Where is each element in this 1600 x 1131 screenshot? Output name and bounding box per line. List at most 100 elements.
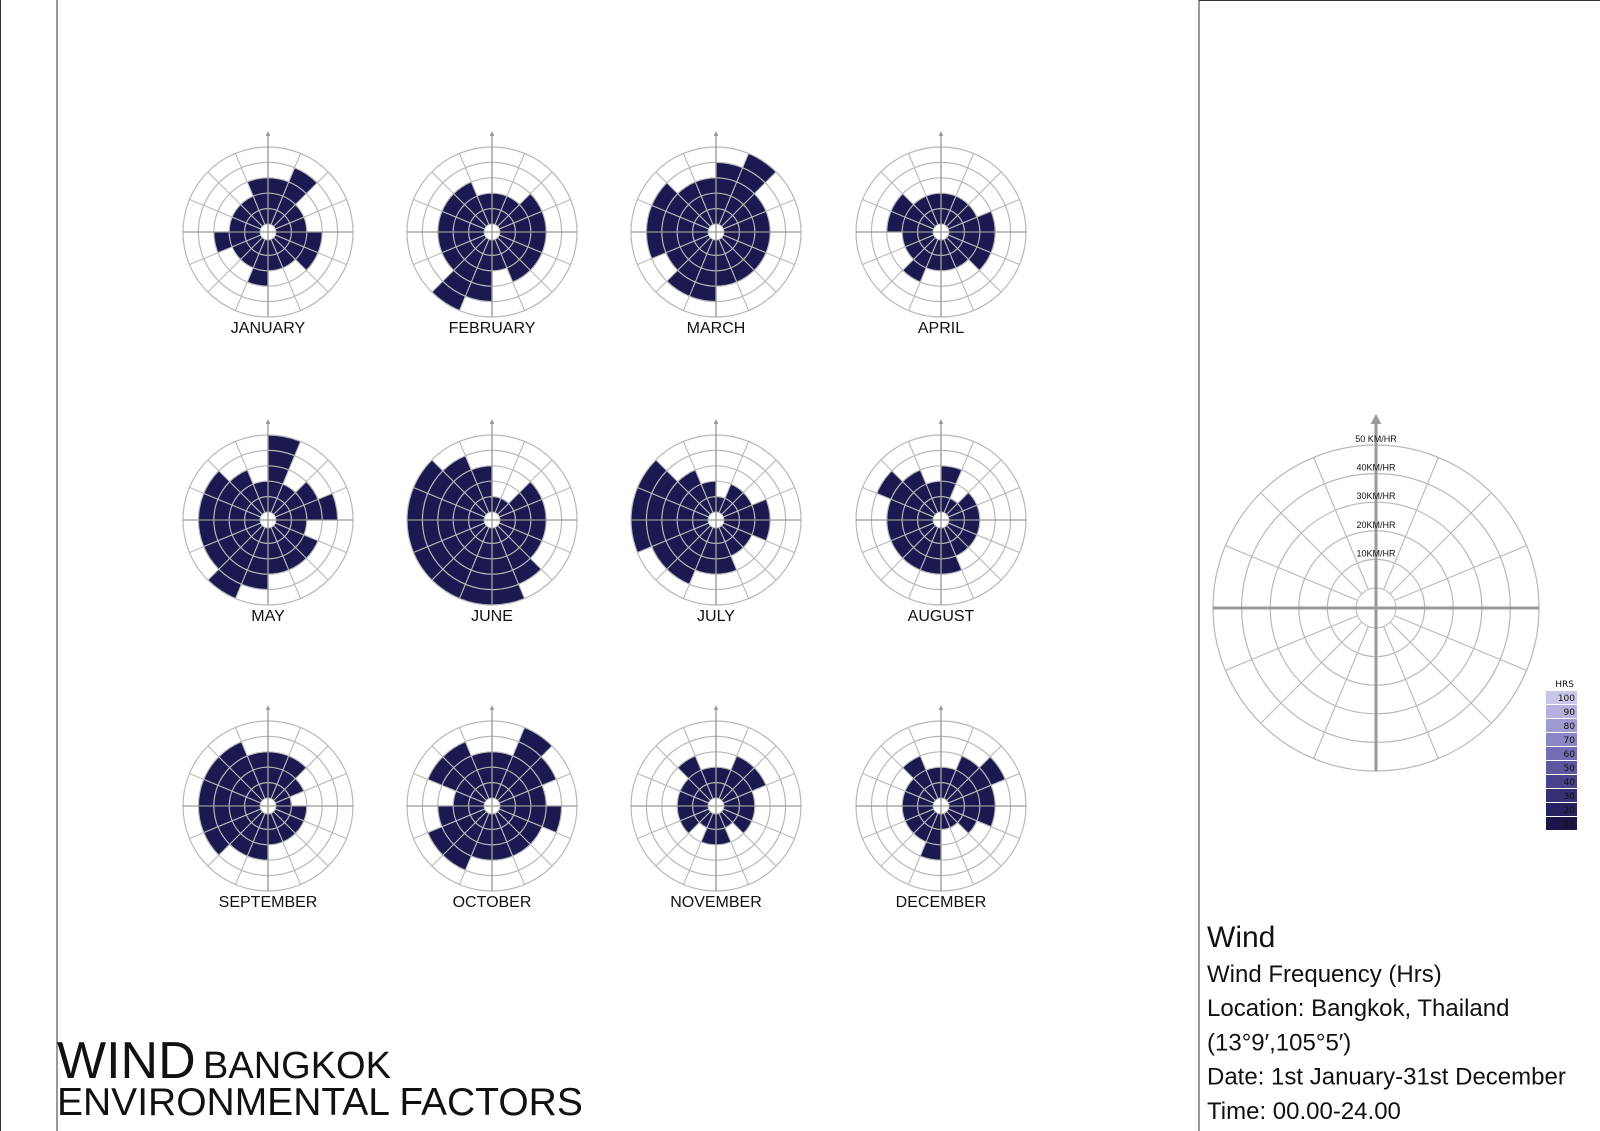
spoke [413,486,485,518]
spoke [637,486,709,518]
spoke [270,813,302,885]
spoke [637,808,709,840]
north-arrow [489,705,495,710]
spoke [880,459,936,515]
spoke [494,441,526,513]
legend-label: 10 [1564,820,1576,830]
spoke [413,198,485,230]
spoke [497,811,553,867]
spoke [413,522,485,554]
spoke [273,459,329,515]
spoke [207,525,263,581]
spoke [207,811,263,867]
spoke [721,745,777,801]
spoke [189,522,261,554]
polar-grid [855,705,1027,892]
spoke [207,171,263,227]
spoke [497,237,553,293]
poster-subtitle: ENVIRONMENTAL FACTORS [57,1081,583,1124]
legend-label: 40 [1564,778,1576,788]
legend-swatch [1546,705,1577,718]
spoke [270,153,302,225]
spoke [494,153,526,225]
spoke [718,527,750,599]
spoke [189,486,261,518]
spoke [270,441,302,513]
spoke [948,772,1020,804]
spoke [413,772,485,804]
spoke [655,237,711,293]
north-arrow [489,419,495,424]
spoke [1313,457,1369,590]
info-line: Wind Frequency (Hrs) [1207,961,1442,988]
spoke [1389,492,1492,595]
spoke [494,527,526,599]
north-arrow [265,131,271,136]
spoke [948,522,1020,554]
info-line: Time: 00.00-24.00 [1207,1098,1401,1125]
north-arrow [938,131,944,136]
spoke [880,811,936,867]
north-arrow [489,131,495,136]
spoke [682,153,714,225]
spoke [723,486,795,518]
legend-swatch [1546,761,1577,774]
legend-label: 90 [1564,708,1576,718]
info-line: Location: Bangkok, Thailand [1207,995,1509,1022]
spoke [499,486,571,518]
spoke [234,153,266,225]
spoke [718,239,750,311]
spoke [431,171,487,227]
spoke [189,234,261,266]
legend-title: HRS [1555,680,1574,690]
spoke [1394,545,1527,601]
spoke [431,525,487,581]
legend-swatch [1546,691,1577,704]
spoke [948,808,1020,840]
legend-label: 20 [1564,806,1576,816]
spoke [655,811,711,867]
month-label: AUGUST [908,608,975,625]
spoke [943,527,975,599]
spoke [862,486,934,518]
spoke [234,239,266,311]
polar-grid [406,419,578,606]
north-arrow [713,131,719,136]
polar-grid [630,419,802,606]
spoke [497,171,553,227]
spoke [682,239,714,311]
spoke [862,808,934,840]
legend-swatch [1546,789,1577,802]
spoke [637,234,709,266]
info-line: Date: 1st January-31st December [1207,1064,1566,1091]
spoke [275,522,347,554]
spoke [499,772,571,804]
spoke [497,525,553,581]
spoke [413,234,485,266]
polar-grid [182,419,354,606]
spoke [494,239,526,311]
polar-grid [855,419,1027,606]
legend-label: 50 [1564,764,1576,774]
north-arrow [713,705,719,710]
spoke [655,525,711,581]
spoke [1313,626,1369,759]
spoke [458,153,490,225]
legend-label: 100 [1558,694,1575,704]
spoke [907,239,939,311]
spoke [862,198,934,230]
spoke [234,727,266,799]
spoke [431,459,487,515]
spoke [943,813,975,885]
month-label: MARCH [687,320,746,337]
spoke [946,811,1002,867]
spoke [270,727,302,799]
spoke [721,237,777,293]
spoke [721,525,777,581]
legend-swatch [1546,775,1577,788]
spoke [880,171,936,227]
spoke [1389,621,1492,724]
spoke [234,527,266,599]
legend-label: 80 [1564,722,1576,732]
